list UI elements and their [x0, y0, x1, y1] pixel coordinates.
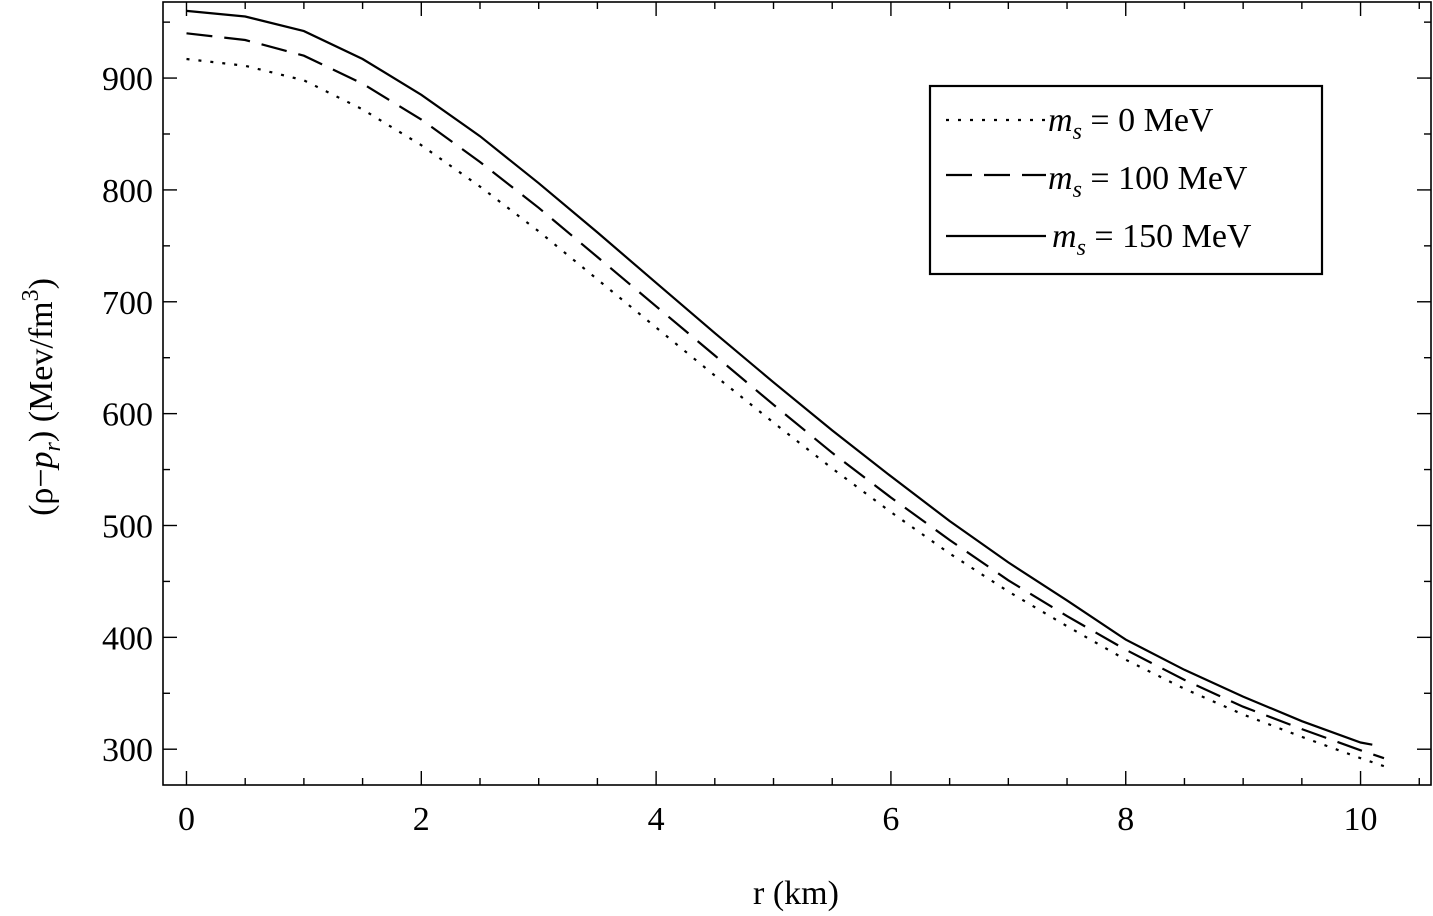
legend-box — [928, 84, 1324, 276]
y-axis-label-sub: r — [40, 441, 66, 451]
y-axis-label-sup: 3 — [18, 289, 44, 301]
series-line-dashed — [186, 32, 1385, 760]
x-tick-label: 6 — [882, 801, 899, 838]
x-tick-label: 10 — [1344, 801, 1378, 838]
y-tick-label: 600 — [102, 397, 153, 434]
series-line-dotted — [186, 57, 1391, 770]
plot-area — [162, 1, 1432, 786]
ticks-layer — [163, 2, 1431, 785]
y-axis-label-end: ) — [23, 278, 60, 289]
y-axis-label-p: p — [23, 451, 60, 470]
x-axis-label: r (km) — [753, 875, 839, 912]
series-line-solid — [186, 9, 1373, 746]
legend: ms = 0 MeV ms = 100 MeV ms = 150 MeV — [928, 84, 1324, 276]
y-axis-label: (ρ−pr) (Mev/fm3) — [18, 278, 66, 516]
y-tick-label: 500 — [102, 508, 153, 545]
y-axis-label-open: (ρ− — [23, 468, 60, 515]
plot-frame — [162, 1, 1432, 786]
series-layer — [186, 9, 1391, 770]
legend-entry-2: ms = 150 MeV — [1052, 218, 1252, 261]
x-tick-label: 8 — [1117, 801, 1134, 838]
x-tick-label: 4 — [648, 801, 665, 838]
y-tick-label: 300 — [102, 732, 153, 769]
y-axis-label-close: ) (Mev/fm — [23, 301, 60, 442]
legend-entry-0: ms = 0 MeV — [1048, 102, 1214, 145]
y-tick-label: 900 — [102, 61, 153, 98]
y-tick-label: 800 — [102, 173, 153, 210]
tick-labels: 0 2 4 6 8 10 300 400 500 600 700 800 900 — [102, 61, 1378, 838]
legend-entry-1: ms = 100 MeV — [1048, 160, 1248, 203]
y-tick-label: 700 — [102, 285, 153, 322]
x-tick-label: 0 — [178, 801, 195, 838]
x-tick-label: 2 — [413, 801, 430, 838]
y-tick-label: 400 — [102, 620, 153, 657]
